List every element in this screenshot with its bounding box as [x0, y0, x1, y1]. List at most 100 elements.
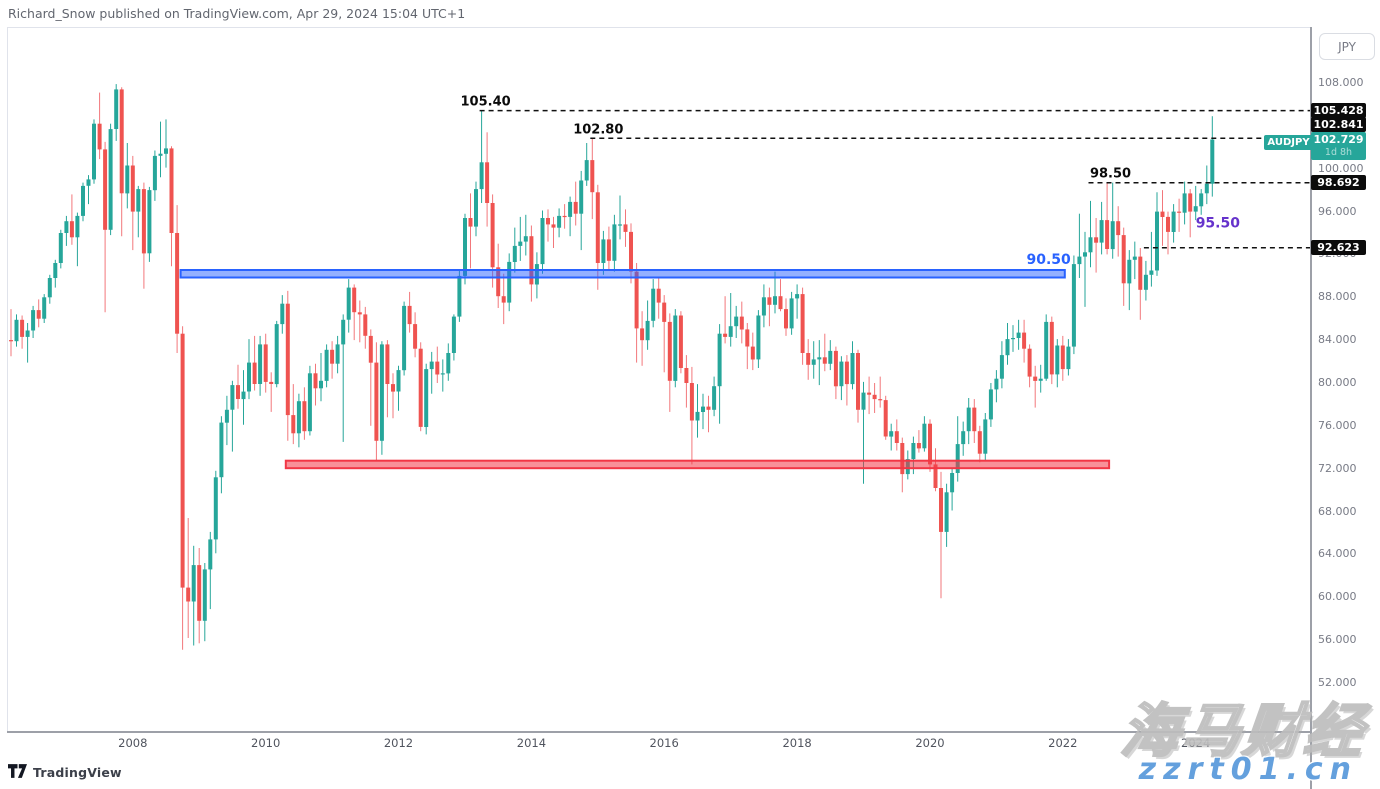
candle-body [429, 361, 434, 370]
candle-body [418, 348, 423, 427]
candle-body [130, 165, 135, 212]
tradingview-logo-text: TradingView [33, 765, 122, 780]
year-label: 2024 [1181, 736, 1211, 750]
candle-body [717, 333, 722, 387]
candle-body [756, 315, 761, 360]
candle-body [1011, 338, 1015, 340]
candle-body [9, 340, 13, 342]
price-axis-separator [1310, 27, 1312, 789]
candle-body [562, 215, 567, 218]
price-tick-label: 56.000 [1318, 633, 1357, 647]
candle-body [363, 314, 368, 336]
candle-body [53, 263, 58, 278]
candle-body [1182, 193, 1187, 213]
candle-body [330, 349, 335, 364]
candle-body [141, 189, 146, 254]
candle-body [14, 319, 19, 342]
candle-body [1022, 332, 1027, 349]
candle-body [81, 185, 85, 216]
candle-body [878, 399, 883, 401]
candle-body [806, 353, 811, 365]
candle-body [402, 305, 407, 371]
candle-body [75, 215, 80, 238]
candle-body [634, 271, 639, 329]
level-axis-label: 92.623 [1311, 240, 1366, 256]
price-tick-label: 76.000 [1318, 418, 1357, 432]
price-annotation[interactable]: 95.50 [1196, 216, 1241, 232]
year-label: 2022 [1048, 736, 1078, 750]
candle-body [684, 368, 689, 383]
candle-body [950, 473, 955, 493]
candle-body [396, 370, 401, 392]
candle-body [645, 320, 650, 341]
symbol-price-flag: AUDJPY [1264, 135, 1313, 150]
year-label: 2020 [915, 736, 945, 750]
currency-toggle-button[interactable]: JPY [1319, 33, 1375, 60]
year-label: 2016 [649, 736, 679, 750]
candle-body [761, 297, 766, 316]
sr-band[interactable] [179, 269, 1066, 279]
candle-body [701, 406, 705, 412]
sr-band[interactable] [284, 459, 1111, 470]
candle-body [828, 350, 833, 364]
candle-body [368, 335, 373, 363]
candle-body [247, 362, 251, 392]
time-axis-separator [7, 731, 1312, 733]
candle-body [922, 423, 927, 449]
candle-body [894, 431, 899, 443]
candle-body [307, 373, 312, 432]
candle-body [1132, 256, 1137, 260]
candle-body [341, 319, 346, 345]
candle-body [579, 180, 584, 214]
candle-body [236, 385, 240, 399]
candle-body [258, 344, 263, 384]
candle-body [977, 431, 982, 454]
candle-body [169, 148, 174, 233]
candle-body [983, 419, 988, 454]
candle-body [158, 153, 163, 156]
current-price-axis-label: 102.729 1d 8h [1311, 131, 1366, 160]
candle-body [490, 203, 495, 268]
candle-body [1071, 264, 1076, 347]
candle-body [463, 218, 467, 276]
year-label: 2008 [118, 736, 148, 750]
price-tick-label: 68.000 [1318, 504, 1357, 518]
tradingview-logo-icon [8, 763, 27, 782]
candle-body [833, 350, 838, 387]
candle-body [601, 239, 606, 263]
candle-body [1044, 321, 1049, 379]
candle-body [689, 383, 694, 421]
candle-body [1005, 339, 1010, 356]
candle-body [911, 443, 916, 460]
candle-body [479, 162, 484, 190]
candle-body [219, 422, 224, 478]
tradingview-logo[interactable]: TradingView [8, 763, 122, 782]
candle-body [529, 236, 534, 285]
candle-body [335, 344, 340, 364]
candle-body [750, 346, 755, 360]
candle-body [224, 409, 229, 423]
candle-body [186, 587, 191, 602]
candle-body [1193, 206, 1198, 212]
candle-body [861, 392, 866, 410]
candle-body [1160, 211, 1165, 217]
candle-body [507, 261, 512, 303]
candle-body [546, 218, 550, 225]
candle-body [734, 316, 739, 327]
candle-body [972, 407, 977, 432]
price-tick-label: 72.000 [1318, 461, 1357, 475]
candle-body [1143, 274, 1148, 290]
candle-body [1188, 193, 1193, 212]
candle-body [817, 357, 822, 360]
candle-body [795, 294, 800, 299]
candle-body [667, 321, 672, 381]
candle-body [773, 296, 777, 305]
candle-body [612, 224, 617, 261]
candle-body [25, 330, 30, 337]
candle-body [125, 165, 130, 194]
watermark-url: zzrt01.cn [1138, 752, 1358, 787]
candle-body [97, 123, 102, 150]
candle-body [723, 333, 728, 337]
candle-body [485, 162, 490, 203]
